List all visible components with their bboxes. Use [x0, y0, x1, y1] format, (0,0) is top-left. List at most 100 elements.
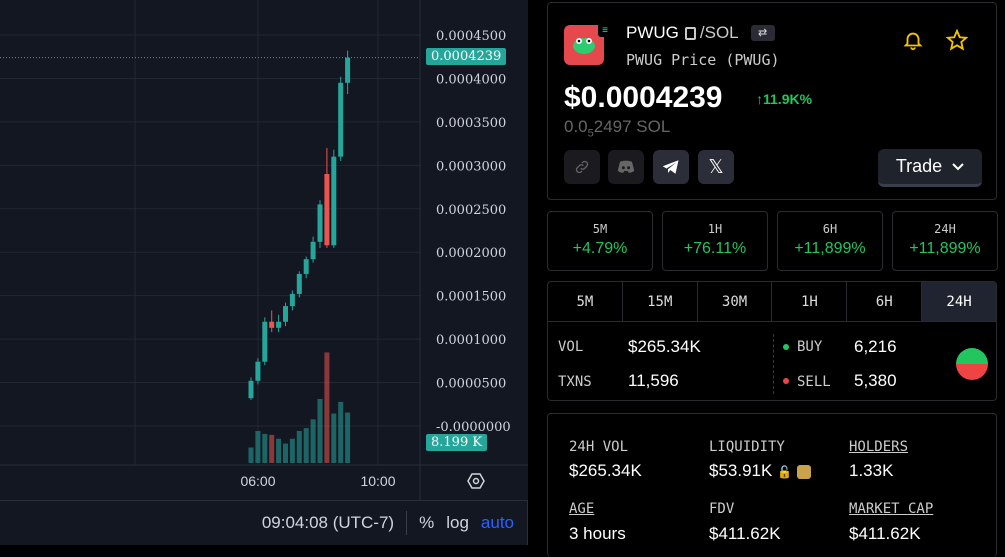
tab-30m[interactable]: 30M	[698, 282, 773, 321]
telegram-icon[interactable]	[653, 150, 689, 184]
y-axis-tick-label: -0.0000000	[436, 420, 511, 435]
log-toggle[interactable]: log	[446, 513, 469, 532]
candle-body	[338, 82, 344, 157]
current-price-tag: 0.0004239	[426, 48, 507, 65]
price-change-6h[interactable]: 6H +11,899%	[777, 211, 883, 271]
fdv-label: FDV	[709, 501, 735, 517]
vol24-value: $265.34K	[569, 461, 642, 480]
bell-icon[interactable]	[902, 29, 924, 57]
chart-footer: 09:04:08 (UTC-7) % log auto	[0, 500, 528, 545]
y-axis-tick-label: 0.0000500	[436, 377, 506, 392]
volume-bar	[331, 413, 337, 463]
vol-value: $265.34K	[628, 337, 701, 356]
price-sol-rest: 2497 SOL	[593, 117, 671, 136]
price-change-24h[interactable]: 24H +11,899%	[892, 211, 998, 271]
holders-value: 1.33K	[849, 461, 894, 480]
age-link[interactable]: AGE	[569, 501, 595, 517]
candle-body	[310, 241, 316, 260]
candle-body	[269, 321, 275, 328]
tab-1h[interactable]: 1H	[772, 282, 848, 321]
coin-badge-icon	[796, 464, 811, 479]
candle-body	[283, 306, 288, 322]
copy-icon[interactable]	[684, 26, 696, 40]
sell-dot-icon	[783, 378, 789, 384]
candle-body	[303, 259, 309, 274]
candle-body	[255, 361, 261, 381]
buy-label: BUY	[797, 339, 823, 355]
volume-bar	[324, 352, 330, 463]
price-change-pct: ↑11.9K%	[756, 91, 813, 107]
price-change-value: +11,899%	[909, 240, 981, 257]
auto-toggle[interactable]: auto	[480, 513, 514, 532]
vol-label: VOL	[558, 339, 584, 355]
volume-bar	[269, 434, 275, 463]
sell-label: SELL	[797, 374, 831, 390]
chart-background	[0, 0, 528, 500]
price-change-label: 5M	[592, 222, 608, 236]
liquidity-label: LIQUIDITY	[709, 439, 785, 455]
tab-24h[interactable]: 24H	[922, 282, 996, 321]
txn-stats-card: 5M 15M 30M 1H 6H 24H VOL $265.34K TXNS 1…	[547, 281, 997, 401]
tab-5m[interactable]: 5M	[548, 282, 623, 321]
candle-body	[324, 174, 330, 246]
current-volume-tag: 8.199 K	[426, 434, 488, 451]
age-value: 3 hours	[569, 524, 626, 543]
discord-icon[interactable]	[608, 150, 644, 184]
price-change-value: 11.9K%	[763, 91, 813, 107]
tab-15m[interactable]: 15M	[623, 282, 698, 321]
token-logo	[564, 25, 604, 65]
buy-dot-icon	[783, 344, 789, 350]
y-axis-tick-label: 0.0002000	[436, 246, 506, 261]
price-sol: 0.052497 SOL	[564, 117, 670, 139]
liquidity-amount: $53.91K	[709, 461, 773, 480]
market-cap-link[interactable]: MARKET CAP	[849, 501, 934, 517]
volume-bar	[262, 433, 268, 463]
price-change-label: 6H	[822, 222, 838, 236]
volume-bar	[283, 443, 288, 463]
buy-sell-ratio-pie	[956, 348, 988, 380]
candlestick-chart[interactable]: 0.0004500 0.0004000 0.0003500 0.0003000 0.00…	[0, 0, 528, 500]
price-change-1h[interactable]: 1H +76.11%	[662, 211, 768, 271]
star-icon[interactable]	[945, 28, 969, 57]
x-twitter-icon[interactable]: 𝕏	[698, 150, 734, 184]
candle-body	[276, 321, 282, 328]
buy-value: 6,216	[854, 337, 897, 356]
candle-body	[317, 204, 323, 242]
price-change-label: 1H	[707, 222, 723, 236]
tab-6h[interactable]: 6H	[847, 282, 923, 321]
volume-bar	[255, 430, 261, 463]
x-axis-tick-label: 10:00	[360, 473, 395, 489]
price-chart-panel[interactable]: 0.0004500 0.0004000 0.0003500 0.0003000 0.00…	[0, 0, 528, 557]
price-change-5m[interactable]: 5M +4.79%	[547, 211, 653, 271]
percent-toggle[interactable]: %	[419, 513, 435, 532]
liquidity-value: $53.91K 🔓	[709, 461, 811, 481]
chart-time[interactable]: 09:04:08 (UTC-7)	[261, 513, 395, 532]
trade-button-label: Trade	[895, 156, 943, 176]
holders-link[interactable]: HOLDERS	[849, 439, 909, 455]
x-axis-tick-label: 06:00	[240, 473, 275, 489]
txns-value: 11,596	[628, 371, 679, 390]
candle-body	[248, 380, 254, 399]
trade-button[interactable]: Trade	[878, 149, 982, 187]
solana-chain-icon: ≡	[598, 23, 612, 37]
candle-body	[262, 321, 268, 362]
market-cap-value: $411.62K	[849, 524, 921, 543]
sell-value: 5,380	[854, 371, 897, 390]
settings-hexagon-icon	[467, 473, 485, 489]
y-axis-tick-label: 0.0004000	[436, 72, 506, 87]
fdv-value: $411.62K	[709, 524, 781, 543]
volume-bar	[310, 419, 316, 463]
candle-body	[331, 156, 337, 246]
volume-bar	[248, 447, 254, 463]
token-info-card: 24H VOL $265.34K LIQUIDITY $53.91K 🔓 HOL…	[547, 413, 997, 557]
settings-hexagon-icon-center	[472, 477, 480, 485]
y-axis-tick-label: 0.0001000	[436, 333, 506, 348]
volume-bar	[338, 401, 344, 463]
volume-bar	[345, 412, 351, 463]
lock-icon: 🔓	[777, 465, 793, 479]
stats-divider	[773, 334, 774, 394]
link-icon[interactable]	[564, 150, 600, 184]
y-axis-tick-label: 0.0003500	[436, 116, 506, 131]
volume-bar	[296, 430, 302, 463]
swap-pair-icon[interactable]: ⇄	[750, 25, 775, 41]
